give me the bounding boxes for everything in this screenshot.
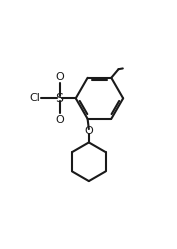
Text: Cl: Cl (29, 93, 40, 103)
Text: O: O (55, 115, 64, 124)
Text: O: O (55, 72, 64, 82)
Text: S: S (56, 92, 64, 105)
Text: O: O (84, 126, 93, 136)
